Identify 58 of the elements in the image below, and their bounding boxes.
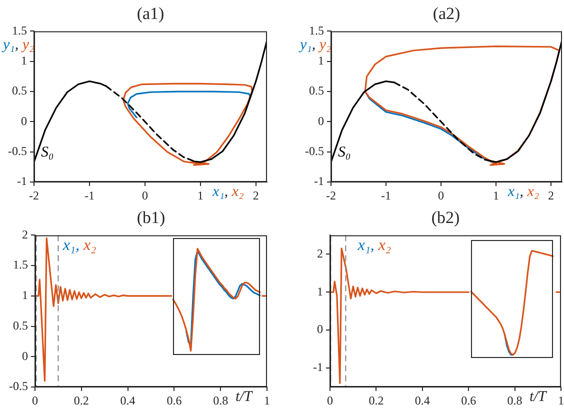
legend-label: x₁, <box>358 236 374 254</box>
x-tick-label: 0.6 <box>166 393 182 408</box>
y-tick-label: 0 <box>21 114 27 128</box>
y-tick-label: -0.5 <box>9 379 28 394</box>
y-tick-label: 1 <box>22 288 28 302</box>
y-tick-label: 1.5 <box>309 23 324 38</box>
x-tick-label: 0.2 <box>74 393 89 408</box>
y-tick-label: -0.5 <box>8 144 27 158</box>
y-tick-label: 1 <box>318 54 324 68</box>
chart-title: (b2) <box>430 208 461 227</box>
y-tick-label: 0 <box>22 348 28 363</box>
x-tick-label: 1 <box>558 393 564 408</box>
x-tick-label: 0.4 <box>414 393 430 408</box>
x-tick-label: -1 <box>381 188 391 202</box>
y-tick-label: 2 <box>317 246 323 260</box>
y-tick-label: 1 <box>317 284 323 298</box>
legend-label: x₁, <box>62 236 80 254</box>
text: x₂ <box>378 236 392 254</box>
x-tick-label: 0.8 <box>507 393 522 408</box>
y-tick-label: 1.5 <box>12 23 27 38</box>
y-tick-label: -0.5 <box>305 144 324 158</box>
chart-title: (a2) <box>432 4 462 23</box>
series-label: S₀ <box>41 144 54 161</box>
x-tick-label: 1 <box>197 188 204 202</box>
x-tick-label: 1 <box>493 188 499 202</box>
x-tick-label: 2 <box>548 188 554 202</box>
y-tick-label: 0 <box>318 114 324 128</box>
x-tick-label: 0.8 <box>213 393 228 408</box>
chart-title: (b1) <box>136 208 166 227</box>
x-axis-title: x₁, x₂ <box>508 184 540 200</box>
x-tick-label: -2 <box>326 188 336 202</box>
y-tick-label: 0.5 <box>309 84 324 98</box>
y-tick-label: 1.5 <box>13 258 28 272</box>
x-tick-label: 0 <box>438 188 444 202</box>
y-tick-label: 2 <box>22 227 28 242</box>
x-tick-label: 0 <box>327 393 333 408</box>
x-tick-label: -2 <box>29 188 39 202</box>
x-tick-label: 0.4 <box>120 393 136 408</box>
y-tick-label: -1 <box>314 174 324 188</box>
series-label: S₀ <box>338 144 351 161</box>
x-tick-label: -1 <box>84 188 94 202</box>
x-axis-title: t/T <box>235 389 252 405</box>
y-tick-label: 1 <box>21 54 27 68</box>
y-tick-label: -1 <box>17 174 27 188</box>
x-tick-label: 1 <box>264 393 270 408</box>
x-axis-title: x₁, x₂ <box>212 184 244 200</box>
chart-title: (a1) <box>136 4 166 23</box>
x-tick-label: 0.6 <box>461 393 476 408</box>
x-tick-label: 0 <box>142 188 148 202</box>
y-tick-label: 0 <box>317 322 323 336</box>
x-tick-label: 0 <box>32 393 38 408</box>
y-tick-label: 0.5 <box>12 84 27 98</box>
x-axis-title: t/T <box>530 389 546 405</box>
x-tick-label: 0.2 <box>368 393 384 408</box>
y-tick-label: -1 <box>313 360 323 374</box>
text: x₂ <box>84 236 96 254</box>
y-tick-label: 0.5 <box>13 318 28 332</box>
x-tick-label: 2 <box>252 188 259 202</box>
